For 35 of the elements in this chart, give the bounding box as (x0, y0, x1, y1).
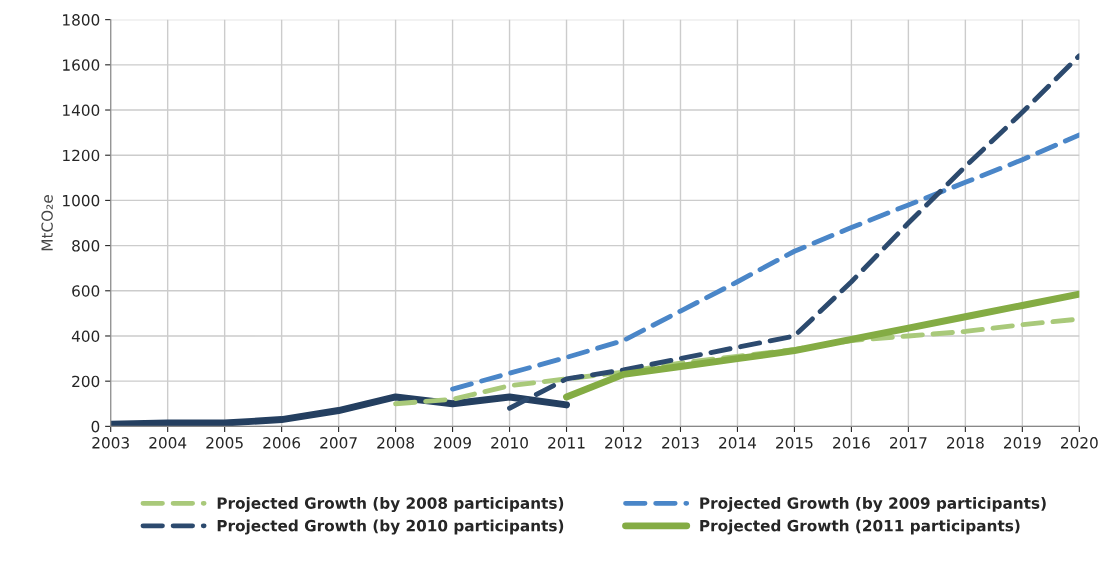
x-tick-label: 2016 (833, 437, 870, 449)
x-tick-label: 2014 (719, 437, 757, 449)
y-tick-label: 1600 (63, 59, 100, 71)
legend-label: Projected Growth (by 2008 participants) (217, 497, 564, 512)
y-axis-title: MtCO₂e (41, 195, 53, 251)
y-tick-label: 0 (91, 420, 100, 433)
x-tick-label: 2013 (662, 437, 699, 449)
x-tick-label: 2007 (320, 437, 357, 449)
y-tick-label: 1800 (63, 14, 100, 26)
x-tick-label: 2004 (149, 437, 187, 449)
x-tick-label: 2018 (947, 437, 984, 449)
y-tick-label: 400 (71, 330, 100, 342)
x-tick-label: 2003 (92, 437, 129, 449)
y-tick-label: 1400 (63, 104, 100, 117)
x-tick-label: 2010 (491, 437, 528, 449)
y-tick-label: 1000 (63, 194, 100, 207)
legend-label: Projected Growth (by 2010 participants) (217, 519, 564, 535)
x-tick-label: 2015 (776, 437, 813, 449)
y-tick-label: 1200 (63, 149, 100, 162)
x-tick-label: 2012 (605, 437, 642, 449)
x-tick-label: 2005 (206, 437, 243, 449)
x-tick-label: 2020 (1061, 437, 1098, 449)
x-tick-label: 2017 (890, 437, 927, 449)
line-series (507, 53, 1080, 411)
legend-label: Projected Growth (by 2009 participants) (700, 497, 1046, 512)
line-series (450, 132, 1080, 392)
x-tick-label: 2019 (1004, 437, 1041, 449)
x-tick-label: 2009 (434, 437, 471, 449)
y-tick-label: 200 (72, 375, 100, 388)
x-tick-label: 2006 (263, 437, 301, 449)
y-tick-label: 800 (72, 240, 100, 252)
x-tick-label: 2011 (548, 437, 585, 449)
legend-label: Projected Growth (2011 participants) (700, 519, 1020, 535)
y-tick-label: 600 (72, 285, 100, 297)
x-tick-label: 2008 (377, 437, 414, 449)
